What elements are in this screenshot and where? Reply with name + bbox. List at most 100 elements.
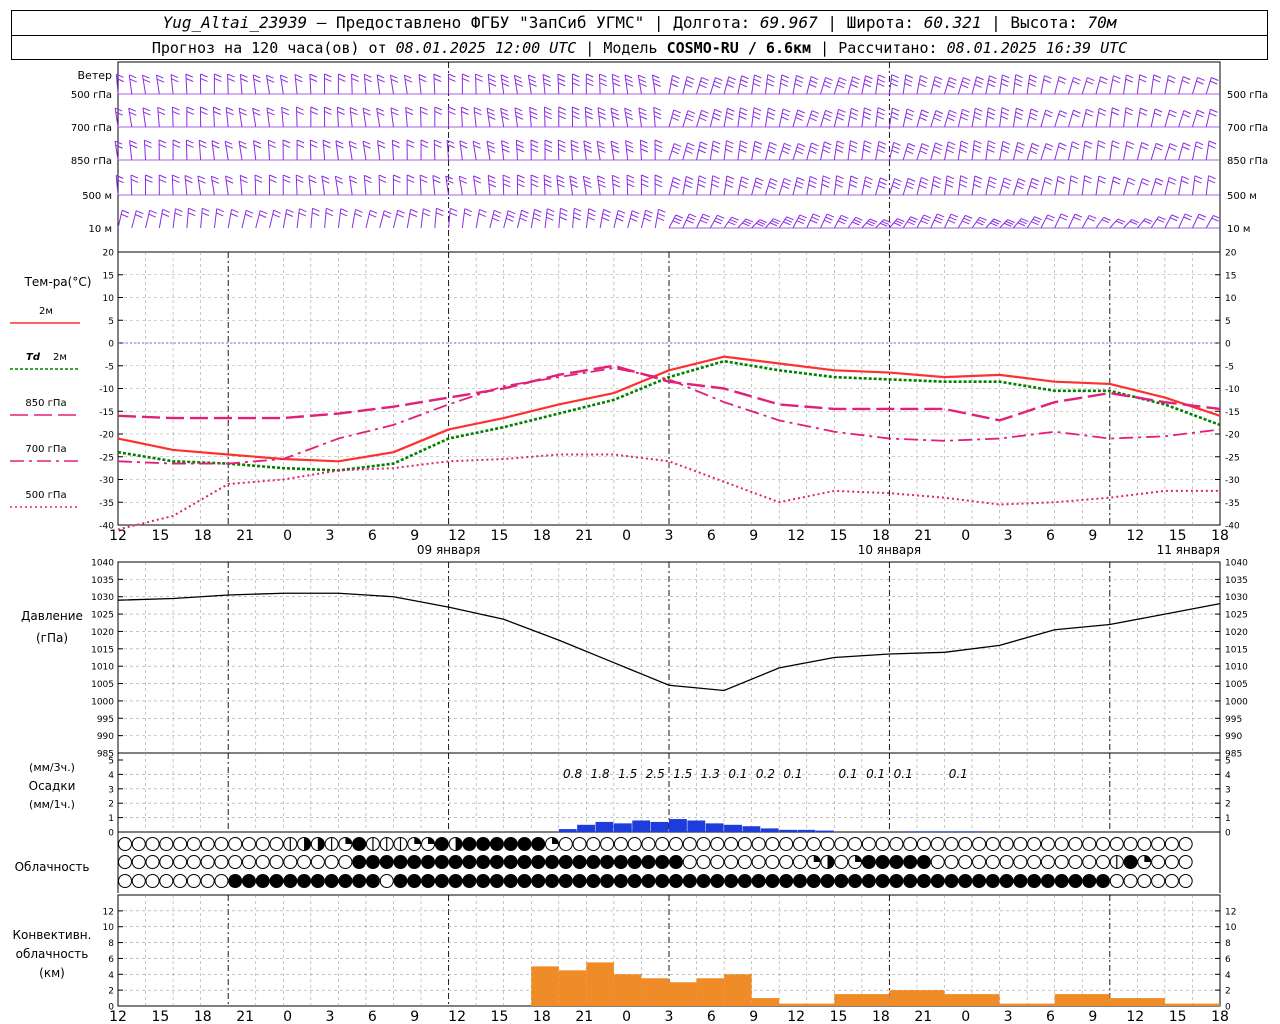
wind-barb bbox=[611, 73, 621, 95]
cloud-circle bbox=[1027, 837, 1042, 851]
conv-y-tick-label-right: 2 bbox=[1225, 987, 1231, 997]
wind-barb-shaft bbox=[1067, 175, 1072, 196]
wind-barb bbox=[1040, 176, 1053, 196]
pressure-y-tick-label-right: 1030 bbox=[1225, 593, 1248, 603]
wind-barb-feather bbox=[1168, 113, 1176, 118]
wind-barb-feather bbox=[822, 149, 830, 154]
wind-barb-feather bbox=[864, 79, 872, 84]
wind-barb-feather bbox=[782, 108, 791, 113]
wind-barb-feather bbox=[557, 183, 565, 188]
cloud-symbol bbox=[269, 855, 284, 869]
wind-barb-shaft bbox=[820, 141, 825, 161]
wind-barb-feather bbox=[769, 141, 777, 146]
wind-barb-feather bbox=[1168, 75, 1176, 80]
cloud-circle bbox=[1096, 855, 1111, 869]
wind-barb-shaft bbox=[1040, 109, 1047, 128]
cloud-circle bbox=[613, 855, 628, 869]
wind-barb-shaft bbox=[737, 140, 741, 161]
wind-barb-feather bbox=[520, 213, 528, 218]
wind-barb-feather bbox=[1208, 140, 1217, 145]
wind-barb bbox=[363, 73, 372, 95]
wind-barb-feather bbox=[879, 222, 888, 227]
cloud-circle bbox=[737, 855, 752, 869]
wind-barb-feather bbox=[876, 82, 885, 87]
wind-barb-feather bbox=[863, 148, 871, 153]
wind-barb bbox=[930, 213, 945, 229]
wind-barb-feather bbox=[947, 145, 955, 150]
wind-barb-feather bbox=[598, 115, 607, 120]
wind-barb-feather bbox=[240, 73, 248, 78]
cloud-symbol bbox=[613, 874, 628, 888]
wind-barb-feather bbox=[644, 213, 652, 218]
bottom-axis-tick-label: 15 bbox=[151, 1009, 169, 1024]
cloud-circle bbox=[1040, 874, 1055, 888]
pressure-y-tick-label-right: 1010 bbox=[1225, 663, 1248, 673]
wind-barb-shaft bbox=[999, 141, 1004, 161]
wind-barb-shaft bbox=[1164, 177, 1170, 196]
wind-barb-feather bbox=[599, 77, 607, 82]
wind-barb-feather bbox=[1000, 82, 1009, 87]
cloud-quarter bbox=[414, 837, 421, 844]
wind-barb-feather bbox=[739, 144, 748, 149]
wind-barb bbox=[1054, 110, 1068, 128]
wind-barb-shaft bbox=[129, 140, 133, 161]
cloud-circle bbox=[1040, 855, 1055, 869]
wind-barb bbox=[709, 175, 720, 196]
cloud-symbol bbox=[1027, 874, 1042, 888]
wind-barb-feather bbox=[226, 111, 234, 116]
pressure-y-tick-label-right: 1000 bbox=[1225, 697, 1248, 707]
wind-barb-feather bbox=[156, 74, 164, 79]
wind-barb-feather bbox=[1021, 218, 1029, 223]
wind-barb bbox=[1095, 76, 1108, 95]
wind-barb-feather bbox=[653, 111, 662, 116]
wind-barb-feather bbox=[841, 214, 849, 219]
wind-barb-feather bbox=[654, 174, 663, 179]
cloud-circle bbox=[1164, 855, 1179, 869]
wind-barb-feather bbox=[225, 144, 234, 149]
wind-barb bbox=[433, 139, 442, 161]
wind-barb bbox=[529, 106, 538, 128]
wind-barb-shaft bbox=[265, 75, 271, 95]
cloud-circle bbox=[613, 874, 628, 888]
wind-barb-feather bbox=[701, 76, 709, 81]
wind-barb-shaft bbox=[473, 107, 477, 128]
cloud-circle bbox=[476, 855, 491, 869]
wind-barb-feather bbox=[502, 178, 511, 183]
wind-barb bbox=[1026, 177, 1040, 196]
cloud-symbol bbox=[1096, 874, 1111, 888]
cloud-symbol bbox=[118, 855, 132, 869]
wind-barb-feather bbox=[502, 174, 511, 179]
wind-barb bbox=[971, 107, 983, 128]
wind-barb-shaft bbox=[227, 209, 233, 229]
wind-barb bbox=[723, 76, 736, 95]
wind-barb-feather bbox=[611, 111, 619, 116]
wind-barb-feather bbox=[406, 143, 415, 148]
wind-barb bbox=[737, 107, 748, 128]
wind-barb bbox=[419, 174, 428, 196]
wind-barb-shaft bbox=[1150, 74, 1155, 95]
wind-barb bbox=[295, 174, 304, 196]
cloud-circle bbox=[682, 874, 697, 888]
wind-barb-feather bbox=[652, 78, 661, 83]
wind-barb-feather bbox=[420, 106, 428, 111]
cloud-symbol bbox=[255, 874, 270, 888]
wind-barb-shaft bbox=[500, 108, 505, 128]
wind-barb-shaft bbox=[420, 208, 424, 229]
cloud-circle bbox=[972, 874, 987, 888]
pressure-y-tick-label-left: 985 bbox=[97, 750, 114, 760]
wind-barb-feather bbox=[612, 183, 621, 188]
wind-barb-feather bbox=[128, 107, 136, 112]
wind-barb bbox=[765, 218, 781, 229]
wind-barb bbox=[225, 107, 234, 128]
cloud-circle bbox=[1096, 837, 1111, 851]
wind-barb-feather bbox=[573, 212, 582, 217]
wind-barb-feather bbox=[881, 220, 890, 225]
wind-barb-shaft bbox=[806, 213, 814, 229]
cloud-symbol bbox=[944, 837, 959, 851]
wind-barb-feather bbox=[159, 178, 167, 183]
wind-barb-feather bbox=[501, 116, 510, 120]
cloud-symbol bbox=[131, 874, 146, 888]
wind-barb-feather bbox=[282, 139, 291, 144]
wind-barb-feather bbox=[239, 111, 247, 116]
wind-barb-shaft bbox=[321, 175, 326, 196]
